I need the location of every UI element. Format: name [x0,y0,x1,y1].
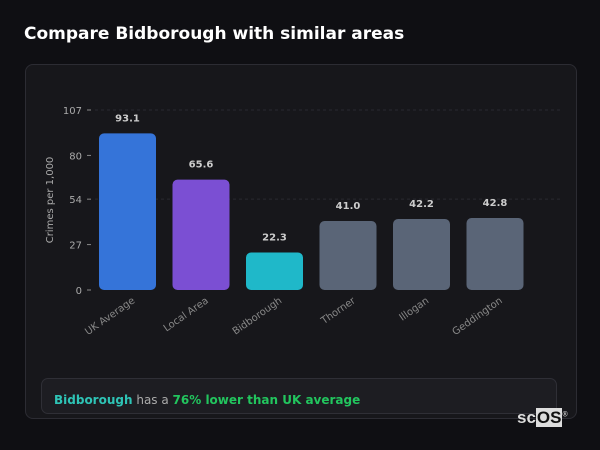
bar [466,218,524,290]
x-tick-label: Thorner [319,295,359,328]
x-tick-label: Illogan [398,295,432,323]
data-label: 42.2 [409,199,434,210]
bar [99,133,156,290]
summary-box: Bidborough has a 76% lower than UK avera… [41,378,557,414]
summary-area: Bidborough [54,393,133,407]
y-axis-label: Crimes per 1,000 [45,157,56,244]
summary-middle: has a [132,393,173,407]
x-tick-label: Bidborough [231,295,284,337]
summary-comparison: 76% lower than UK average [172,393,361,407]
data-label: 42.8 [483,198,508,209]
x-tick-label: Local Area [162,295,211,334]
bar [172,179,230,290]
page-title: Compare Bidborough with similar areas [24,24,405,44]
bar [393,219,450,290]
bar [319,221,377,290]
data-label: 22.3 [262,232,287,243]
y-tick-label: 80 [69,151,82,162]
data-label: 65.6 [189,160,214,171]
x-tick-label: Geddington [451,295,505,338]
y-tick-label: 27 [69,241,82,252]
data-label: 93.1 [115,113,140,124]
y-tick-label: 54 [69,195,82,206]
y-tick-label: 107 [63,106,82,117]
data-label: 41.0 [336,201,361,212]
x-tick-label: UK Average [83,295,137,337]
scos-logo: scOS® [517,408,568,427]
y-tick-label: 0 [76,286,82,297]
bar [246,252,303,290]
